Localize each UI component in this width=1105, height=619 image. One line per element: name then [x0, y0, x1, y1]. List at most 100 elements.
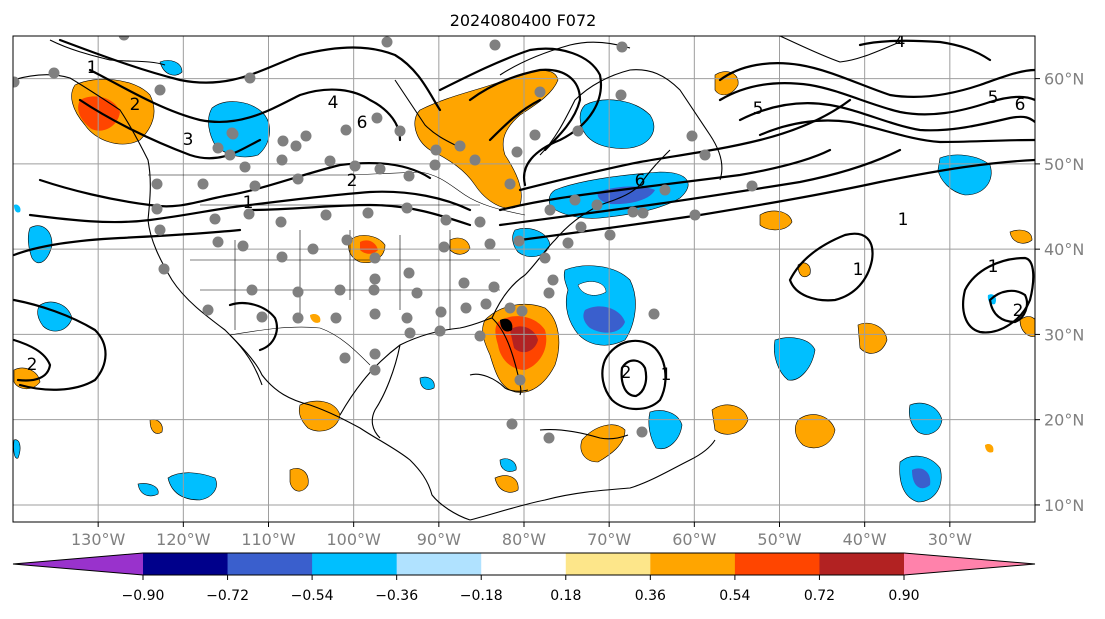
station-dot [118, 36, 130, 41]
station-dot [334, 284, 346, 296]
colorbar-extend-max [904, 553, 1035, 575]
station-dot [246, 284, 258, 296]
lon-tick-label: 100°W [326, 530, 381, 549]
colorbar-segment [481, 553, 567, 575]
station-dot [237, 240, 249, 252]
station-dot [371, 112, 383, 124]
contour-label: 2 [27, 355, 38, 375]
contour-label: 5 [988, 88, 999, 108]
station-dot [227, 128, 239, 140]
colorbar-segment [143, 553, 229, 575]
colorbar-tick-label: 0.18 [550, 588, 581, 604]
lat-tick-label: 20°N [1044, 411, 1084, 430]
colorbar-tick-label: −0.90 [122, 588, 165, 604]
lon-tick-label: 110°W [241, 530, 296, 549]
station-dot [615, 89, 627, 101]
station-dot [151, 178, 163, 190]
station-dot [648, 308, 660, 320]
lat-tick-label: 10°N [1044, 496, 1084, 515]
station-dot [369, 252, 381, 264]
contour-lines [13, 38, 1035, 411]
longitude-labels: 130°W 120°W 110°W 100°W 90°W 80°W 70°W 60°W 50°W… [71, 522, 972, 549]
colorbar-tick-label: 0.36 [635, 588, 666, 604]
station-dot [403, 170, 415, 182]
station-dot [158, 263, 170, 275]
contour-label: 1 [243, 193, 254, 213]
contour-label: 6 [635, 171, 646, 191]
station-dot [435, 306, 447, 318]
station-dot [244, 72, 256, 84]
station-dot [292, 173, 304, 185]
station-dot [276, 251, 288, 263]
station-dot [368, 284, 380, 296]
contour-label: 1 [898, 210, 909, 230]
station-dot [429, 159, 441, 171]
colorbar-tick-labels: −0.90 −0.72 −0.54 −0.36 −0.18 0.18 0.36 0.54 0.7… [122, 575, 920, 604]
station-dot [514, 374, 526, 386]
station-dot [480, 298, 492, 310]
station-dot [154, 84, 166, 96]
station-dot [430, 144, 442, 156]
lon-tick-label: 60°W [672, 530, 716, 549]
station-dot [292, 312, 304, 324]
station-dot [434, 325, 446, 337]
contour-label: 2 [1013, 301, 1024, 321]
figure-title: 2024080400 F072 [450, 11, 597, 30]
station-dot [202, 304, 214, 316]
station-dot [516, 305, 528, 317]
colorbar-tick-label: 0.90 [888, 588, 919, 604]
station-dot [529, 129, 541, 141]
contour-label: 6 [357, 113, 368, 133]
colorbar-extend-min [13, 553, 143, 575]
contour-labels: 1 2 3 2 1 6 4 6 4 5 5 6 1 1 1 2 2 1 2 [27, 32, 1026, 385]
colorbar-segment [396, 553, 482, 575]
station-dot [197, 178, 209, 190]
colorbar [12, 552, 1036, 576]
contour-label: 4 [895, 32, 906, 52]
station-dot [394, 125, 406, 137]
lon-tick-label: 120°W [156, 530, 211, 549]
colorbar-tick-label: 0.72 [804, 588, 835, 604]
lat-tick-label: 40°N [1044, 240, 1084, 259]
contour-label: 3 [183, 130, 194, 150]
station-dot [686, 130, 698, 142]
station-dot [699, 149, 711, 161]
station-dot [341, 234, 353, 246]
contour-label: 1 [661, 365, 672, 385]
station-dot [320, 209, 332, 221]
station-dot [369, 364, 381, 376]
contour-label: 4 [328, 93, 339, 113]
station-dot [13, 76, 20, 88]
station-dot [572, 125, 584, 137]
station-dot [369, 308, 381, 320]
colorbar-tick-label: 0.54 [719, 588, 750, 604]
station-dot [404, 327, 416, 339]
station-dot [374, 163, 386, 175]
contour-label: 1 [87, 58, 98, 78]
station-dot [369, 273, 381, 285]
colorbar-segment [819, 553, 905, 575]
station-dot [534, 86, 546, 98]
colorbar-tick-label: −0.72 [206, 588, 249, 604]
station-dots [13, 36, 758, 444]
station-dot [474, 216, 486, 228]
lat-tick-label: 60°N [1044, 70, 1084, 89]
station-dot [474, 330, 486, 342]
lon-tick-label: 80°W [502, 530, 546, 549]
station-dot [239, 161, 251, 173]
station-dot [243, 208, 255, 220]
lon-tick-label: 90°W [417, 530, 461, 549]
station-dot [403, 267, 415, 279]
station-dot [411, 287, 423, 299]
station-dot [689, 209, 701, 221]
colorbar-segment [227, 553, 313, 575]
station-dot [275, 216, 287, 228]
station-dot [292, 286, 304, 298]
station-dot [636, 426, 648, 438]
station-dot [504, 178, 516, 190]
station-dot [440, 214, 452, 226]
lat-tick-label: 50°N [1044, 155, 1084, 174]
station-dot [349, 160, 361, 172]
